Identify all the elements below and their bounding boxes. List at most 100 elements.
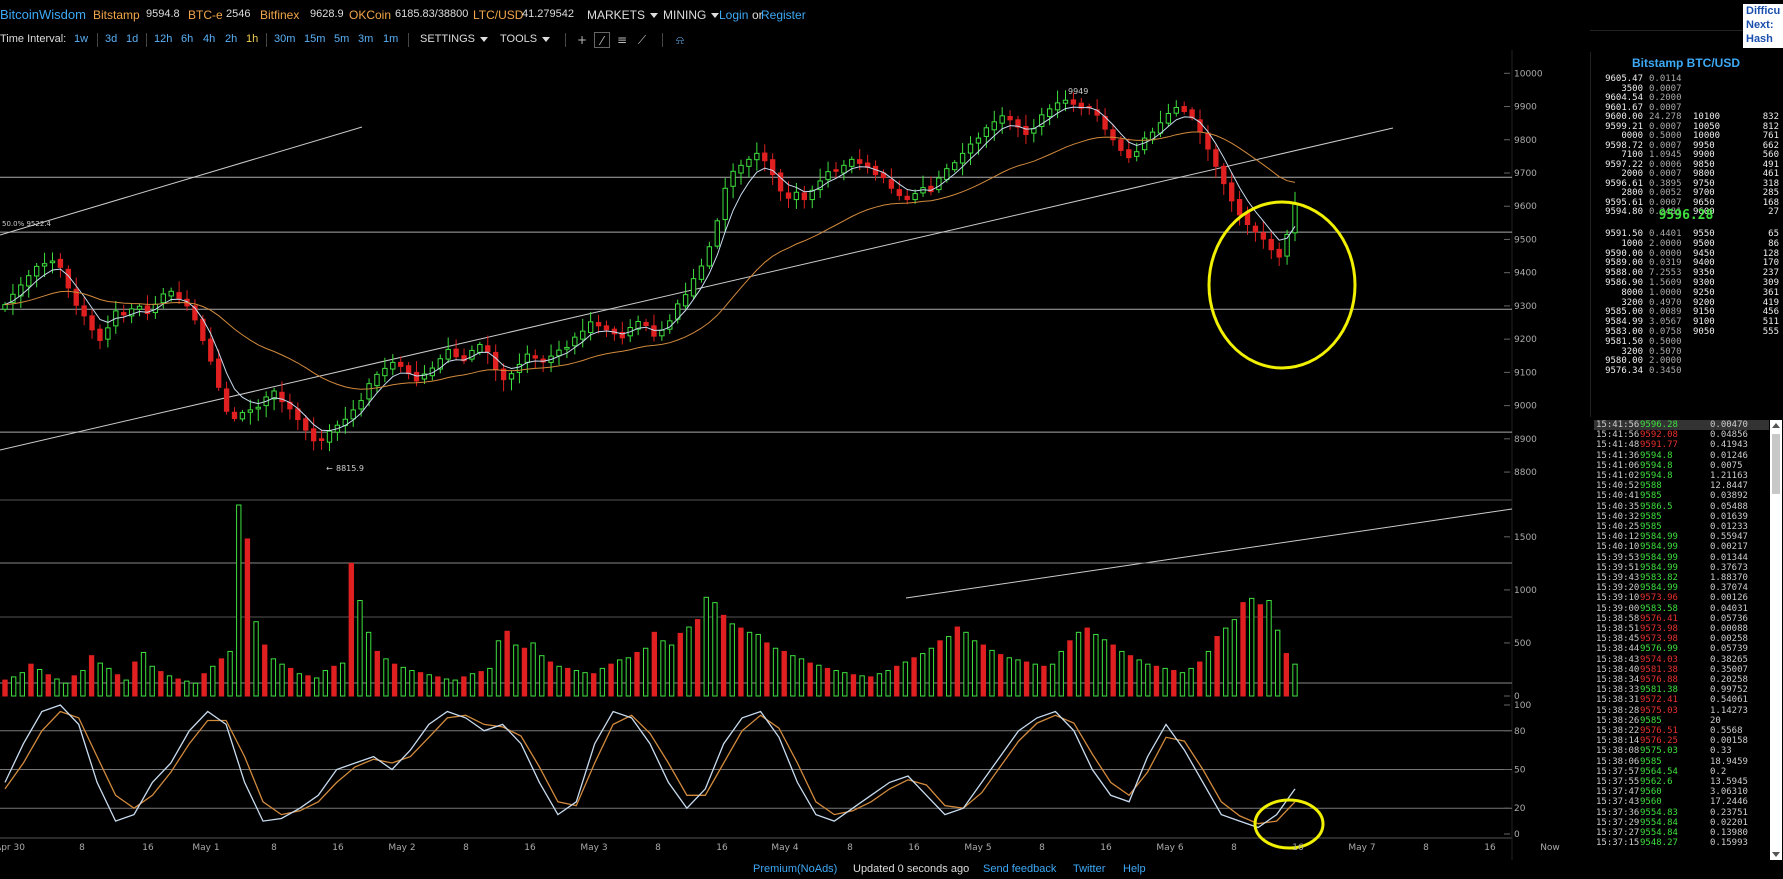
interval-2h[interactable]: 2h [225, 33, 238, 45]
price-tick-label: 9600 [1514, 202, 1537, 212]
interval-1h[interactable]: 1h [246, 33, 259, 45]
tools-menu[interactable]: TOOLS [500, 33, 551, 45]
interval-1w[interactable]: 1w [74, 33, 89, 45]
candle [1134, 151, 1140, 157]
trendline-icon[interactable]: ⁄ [594, 32, 610, 48]
trade-time: 15:38:06 [1596, 756, 1640, 767]
alert-bell-icon[interactable]: ⍾ [676, 33, 684, 47]
candle [793, 191, 800, 201]
markets-menu[interactable]: MARKETS [587, 8, 659, 22]
hashrate-label: Hash R [1746, 33, 1773, 48]
ticker-bitstamp-name[interactable]: Bitstamp [93, 8, 140, 22]
interval-15m[interactable]: 15m [304, 33, 326, 45]
price-tick-label: 9200 [1514, 335, 1537, 345]
settings-menu[interactable]: SETTINGS [420, 33, 489, 45]
trade-time: 15:40:12 [1596, 532, 1640, 543]
ask-amount: 0.0007 [1649, 169, 1682, 179]
interval-5m[interactable]: 5m [334, 33, 350, 45]
divider [662, 33, 663, 47]
help-link[interactable]: Help [1123, 863, 1146, 875]
trade-amount: 0.02201 [1710, 817, 1748, 828]
candle [1039, 114, 1045, 127]
interval-12h[interactable]: 12h [154, 33, 173, 45]
candle [350, 409, 356, 420]
trade-price: 9585 [1640, 522, 1662, 532]
trade-price: 9554.84 [1640, 817, 1678, 828]
ask-price: 0000 [1621, 131, 1643, 141]
ask-count: 761 [1762, 131, 1779, 141]
low-price-label: 8815.9 [336, 464, 364, 473]
ask-sum: 9850 [1693, 159, 1715, 170]
interval-6h[interactable]: 6h [181, 33, 194, 45]
trade-scrollbar[interactable] [1770, 420, 1782, 860]
site-logo[interactable]: BitcoinWisdom [0, 7, 86, 22]
candle [1173, 107, 1179, 114]
trade-amount: 0.99752 [1710, 685, 1748, 696]
fib-icon[interactable]: ⟋ [637, 33, 647, 47]
ask-price: 3500 [1621, 83, 1643, 94]
volume-bar [166, 675, 173, 697]
volume-bar [1101, 639, 1108, 697]
ticker-okcoin-name[interactable]: OKCoin [349, 8, 392, 22]
ticker-bitfinex-name[interactable]: Bitfinex [260, 8, 300, 22]
interval-3m[interactable]: 3m [358, 33, 374, 45]
ask-price: 9600.00 [1605, 112, 1643, 122]
candle [619, 331, 625, 339]
candle [65, 268, 71, 289]
login-link[interactable]: Login [719, 8, 749, 22]
candle [698, 265, 705, 280]
trade-row: 15:38:14 9576.25 0.00158 [1594, 736, 1769, 746]
candle [453, 348, 459, 358]
interval-3d[interactable]: 3d [105, 33, 118, 45]
volume-bar [989, 649, 995, 697]
mining-menu[interactable]: MINING [663, 8, 720, 22]
interval-30m[interactable]: 30m [274, 33, 296, 45]
candle [801, 192, 808, 201]
difficulty-label: Difficu [1746, 5, 1781, 17]
candle [437, 358, 443, 370]
candle [849, 158, 855, 167]
candle [912, 193, 918, 201]
trade-price: 9562.6 [1640, 777, 1673, 787]
scroll-up-icon[interactable] [1772, 423, 1780, 428]
scroll-down-icon[interactable] [1772, 852, 1780, 857]
ema-fast-line [4, 106, 1296, 432]
interval-1m[interactable]: 1m [383, 33, 399, 45]
candle [1007, 115, 1013, 121]
feedback-link[interactable]: Send feedback [983, 863, 1057, 875]
trade-price: 9588 [1640, 481, 1662, 492]
twitter-link[interactable]: Twitter [1073, 863, 1106, 875]
bid-price: 9583.00 [1605, 327, 1643, 337]
ask-amount: 0.0007 [1649, 83, 1682, 94]
volume-bar [106, 667, 112, 697]
trade-amount: 0.01639 [1710, 511, 1748, 522]
trade-price: 9585 [1640, 756, 1662, 767]
x-axis-label: 8 [847, 843, 853, 853]
ask-price: 9598.72 [1605, 140, 1643, 151]
ticker-ltcusd-name[interactable]: LTC/USD [473, 8, 524, 22]
price-tick-label: 8800 [1514, 468, 1537, 478]
hlines-icon[interactable]: ≡ [616, 33, 628, 47]
trade-row: 15:37:47 9560 3.06310 [1594, 787, 1769, 797]
trade-price: 9581.38 [1640, 664, 1678, 675]
x-axis-label: Apr 30 [0, 843, 25, 853]
trade-amount: 0.54061 [1710, 695, 1748, 706]
register-link[interactable]: Register [761, 8, 806, 22]
interval-1d[interactable]: 1d [126, 33, 139, 45]
trade-price: 9575.03 [1640, 705, 1678, 716]
volume-bar [305, 675, 311, 697]
trade-price: 9564.54 [1640, 766, 1678, 777]
candle [445, 348, 451, 360]
volume-bar [1145, 663, 1151, 697]
interval-4h[interactable]: 4h [203, 33, 216, 45]
price-chart[interactable]: 1000099009800970096009500940093009200910… [0, 50, 1590, 860]
difficulty-panel[interactable]: Difficu Next: Hash R [1743, 4, 1783, 48]
premium-link[interactable]: Premium(NoAds) [753, 863, 838, 875]
ticker-btce-name[interactable]: BTC-e [188, 8, 223, 22]
x-axis-label: 8 [1231, 843, 1237, 853]
crosshair-icon[interactable]: + [576, 33, 588, 47]
volume-bar [54, 678, 60, 697]
volume-bar [963, 631, 969, 697]
scroll-thumb[interactable] [1772, 434, 1780, 494]
candle [310, 428, 317, 442]
